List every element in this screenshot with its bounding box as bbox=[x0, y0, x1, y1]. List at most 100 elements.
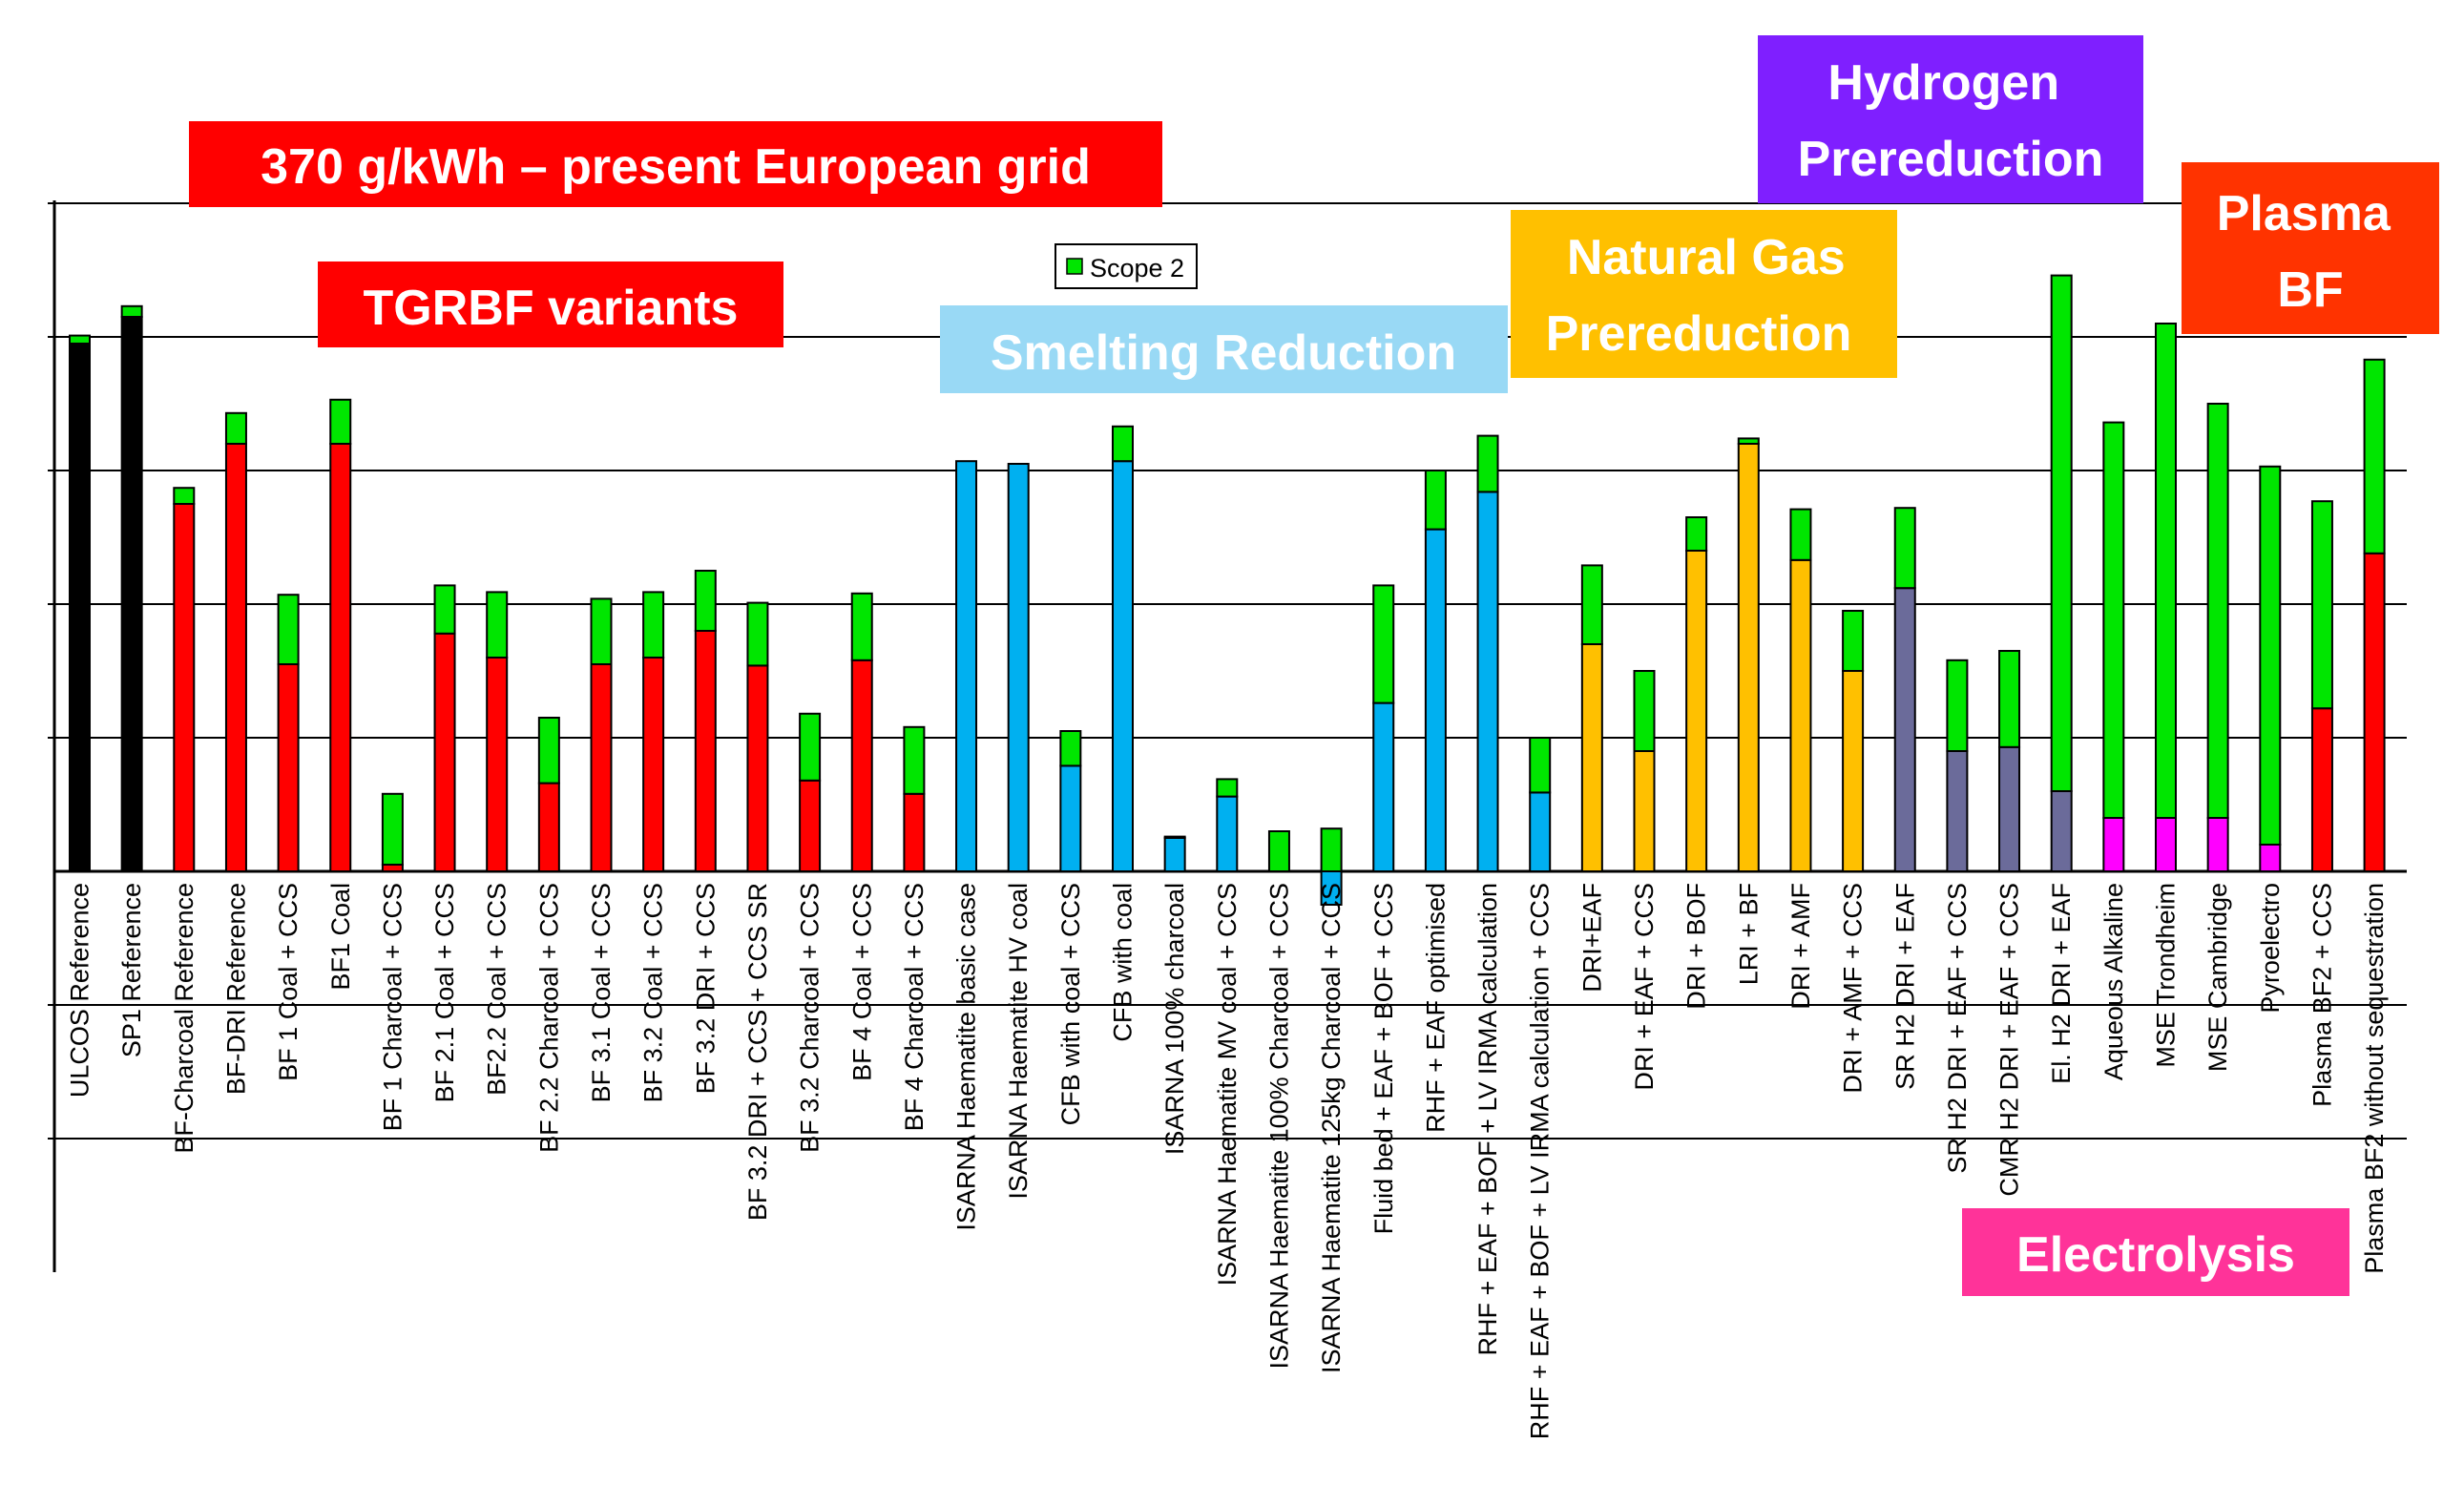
x-tick-label: SP1 Reference bbox=[117, 883, 146, 1057]
x-tick-label: BF 2.1 Coal + CCS bbox=[430, 883, 459, 1102]
x-tick-label: ISARNA Haematite HV coal bbox=[1004, 883, 1033, 1200]
bar-segment-base bbox=[1424, 528, 1447, 872]
bar-segment-base bbox=[2310, 707, 2333, 873]
bar-segment-base bbox=[329, 443, 352, 872]
bar-segment-scope2 bbox=[2206, 403, 2229, 819]
bar-segment-scope2 bbox=[1998, 650, 2021, 748]
x-tick-label: BF 1 Charcoal + CCS bbox=[378, 883, 407, 1131]
band-european-grid-label: 370 g/kWh – present European grid bbox=[261, 139, 1091, 195]
bar-segment-base bbox=[903, 792, 926, 872]
band-plasma-bf: Plasma BF bbox=[2182, 162, 2439, 334]
x-tick-label: BF 3.2 Charcoal + CCS bbox=[796, 883, 825, 1153]
bar-segment-scope2 bbox=[1529, 737, 1552, 794]
x-tick-label: BF 1 Coal + CCS bbox=[274, 883, 303, 1081]
bar-segment-scope2 bbox=[1059, 730, 1082, 767]
x-tick-label: LRI + BF bbox=[1734, 883, 1763, 985]
x-tick-label: SR H2 DRI + EAF + CCS bbox=[1943, 883, 1972, 1174]
x-tick-label: MSE Cambridge bbox=[2203, 883, 2232, 1072]
bar-segment-scope2 bbox=[2102, 421, 2125, 819]
x-tick-label: BF 2.2 Charcoal + CCS bbox=[534, 883, 563, 1153]
bar-segment-scope2 bbox=[1946, 659, 1969, 752]
x-tick-label: BF 3.1 Coal + CCS bbox=[587, 883, 616, 1102]
bar-segment-base bbox=[746, 664, 769, 873]
band-smelting-reduction-label: Smelting Reduction bbox=[991, 325, 1456, 381]
bar-segment-scope2 bbox=[433, 584, 456, 635]
bar-segment-scope2 bbox=[2310, 500, 2333, 710]
band-tgrbf-variants: TGRBF variants bbox=[318, 261, 783, 347]
band-electrolysis-label: Electrolysis bbox=[2016, 1227, 2295, 1283]
bar-segment-scope2 bbox=[329, 398, 352, 445]
x-tick-label: Plasma BF2 without sequestration bbox=[2360, 883, 2389, 1274]
bar-segment-scope2 bbox=[590, 597, 613, 666]
bar-segment-scope2 bbox=[1842, 610, 1865, 672]
bar-segment-base bbox=[433, 632, 456, 872]
bar-segment-base bbox=[537, 782, 560, 872]
x-tick-label: ISARNA Haematite 125kg Charcoal + CCS bbox=[1317, 883, 1346, 1373]
bar-segment-scope2 bbox=[173, 487, 196, 506]
bar-segment-scope2 bbox=[1372, 584, 1395, 704]
legend: Scope 2 bbox=[1055, 243, 1198, 289]
x-tick-label: CFB with coal + CCS bbox=[1056, 883, 1085, 1125]
bar-segment-base bbox=[173, 503, 196, 872]
bar-segment-scope2 bbox=[850, 592, 873, 661]
bar-segment-base bbox=[1059, 764, 1082, 873]
x-tick-label: Fluid bed + EAF + BOF + CCS bbox=[1369, 883, 1398, 1234]
bar-segment-base bbox=[2102, 817, 2125, 872]
bar-segment-scope2 bbox=[2050, 274, 2073, 793]
bar-segment-scope2 bbox=[2363, 358, 2386, 554]
legend-swatch bbox=[1066, 258, 1083, 275]
band-electrolysis: Electrolysis bbox=[1962, 1208, 2349, 1296]
x-tick-label: ISARNA Haematite MV coal + CCS bbox=[1213, 883, 1242, 1286]
bar-segment-base bbox=[1633, 750, 1656, 872]
bar-segment-base bbox=[277, 663, 300, 872]
bar-segment-scope2 bbox=[799, 712, 822, 782]
category-labels: ULCOS Reference SP1 Reference BF-Charcoal … bbox=[66, 883, 2390, 1439]
bar-segment-scope2 bbox=[120, 304, 143, 318]
bar-segment-base bbox=[642, 657, 665, 872]
bar-segment-scope2 bbox=[1685, 516, 1708, 552]
bar-segment-base bbox=[2206, 817, 2229, 872]
x-tick-label: BF 4 Charcoal + CCS bbox=[900, 883, 929, 1131]
band-electrolysis-bg bbox=[1962, 1208, 2349, 1296]
bar-segment-base bbox=[1007, 463, 1030, 872]
bar-segment-base bbox=[1529, 791, 1552, 873]
band-natural-gas-prereduction-bg bbox=[1511, 210, 1897, 378]
band-smelting-reduction: Smelting Reduction bbox=[940, 305, 1508, 393]
x-tick-label: CMR H2 DRI + EAF + CCS bbox=[1995, 883, 2024, 1197]
band-european-grid-bg bbox=[189, 121, 1162, 207]
bar-segment-base bbox=[486, 657, 509, 872]
bar-segment-scope2 bbox=[1737, 437, 1760, 445]
bar-segment-base bbox=[1112, 460, 1134, 872]
bar-segment-base bbox=[955, 460, 978, 872]
x-tick-label: RHF + EAF + BOF + LV IRMA calculation + … bbox=[1526, 883, 1555, 1439]
bar-segment-base bbox=[2259, 844, 2282, 872]
bar-segment-base bbox=[1893, 587, 1916, 872]
x-tick-label: RHF + EAF + BOF + LV IRMA calculation bbox=[1473, 883, 1502, 1355]
x-tick-label: Aqueous Alkaline bbox=[2099, 883, 2128, 1080]
bar-segment-scope2 bbox=[1163, 835, 1186, 839]
bar-segment-base bbox=[1580, 643, 1603, 872]
bar-segment-scope2 bbox=[746, 601, 769, 667]
bar-segment-base bbox=[2363, 552, 2386, 872]
band-natural-gas-prereduction-label: Natural Gas Prereduction bbox=[1546, 230, 1860, 362]
bar-segment-base bbox=[799, 779, 822, 872]
bar-segment-base bbox=[1163, 837, 1186, 872]
bar-segment-scope2 bbox=[486, 591, 509, 659]
bar-segment-scope2 bbox=[1476, 434, 1499, 493]
legend-label: Scope 2 bbox=[1090, 254, 1184, 282]
bar-segment-scope2 bbox=[1580, 564, 1603, 646]
bar-segment-base bbox=[694, 630, 717, 872]
bar-segment-base bbox=[1842, 670, 1865, 872]
x-tick-label: BF-DRI Reference bbox=[221, 883, 250, 1095]
x-tick-label: DRI + AMF bbox=[1786, 883, 1815, 1010]
bar-segment-base bbox=[1946, 750, 1969, 872]
bar-segment-scope2 bbox=[224, 411, 247, 445]
x-tick-label: MSE Trondheim bbox=[2152, 883, 2181, 1068]
bar-segment-base bbox=[2050, 790, 2073, 872]
bar-segment-base bbox=[1998, 745, 2021, 872]
x-tick-label: BF 3.2 DRI + CCS + CCS SR bbox=[743, 883, 772, 1221]
bar-segment-base bbox=[69, 343, 91, 872]
band-hydrogen-prereduction-bg bbox=[1758, 35, 2143, 203]
x-tick-label: ISARNA Haematite basic case bbox=[952, 883, 981, 1231]
bar-segment-scope2 bbox=[1633, 670, 1656, 752]
